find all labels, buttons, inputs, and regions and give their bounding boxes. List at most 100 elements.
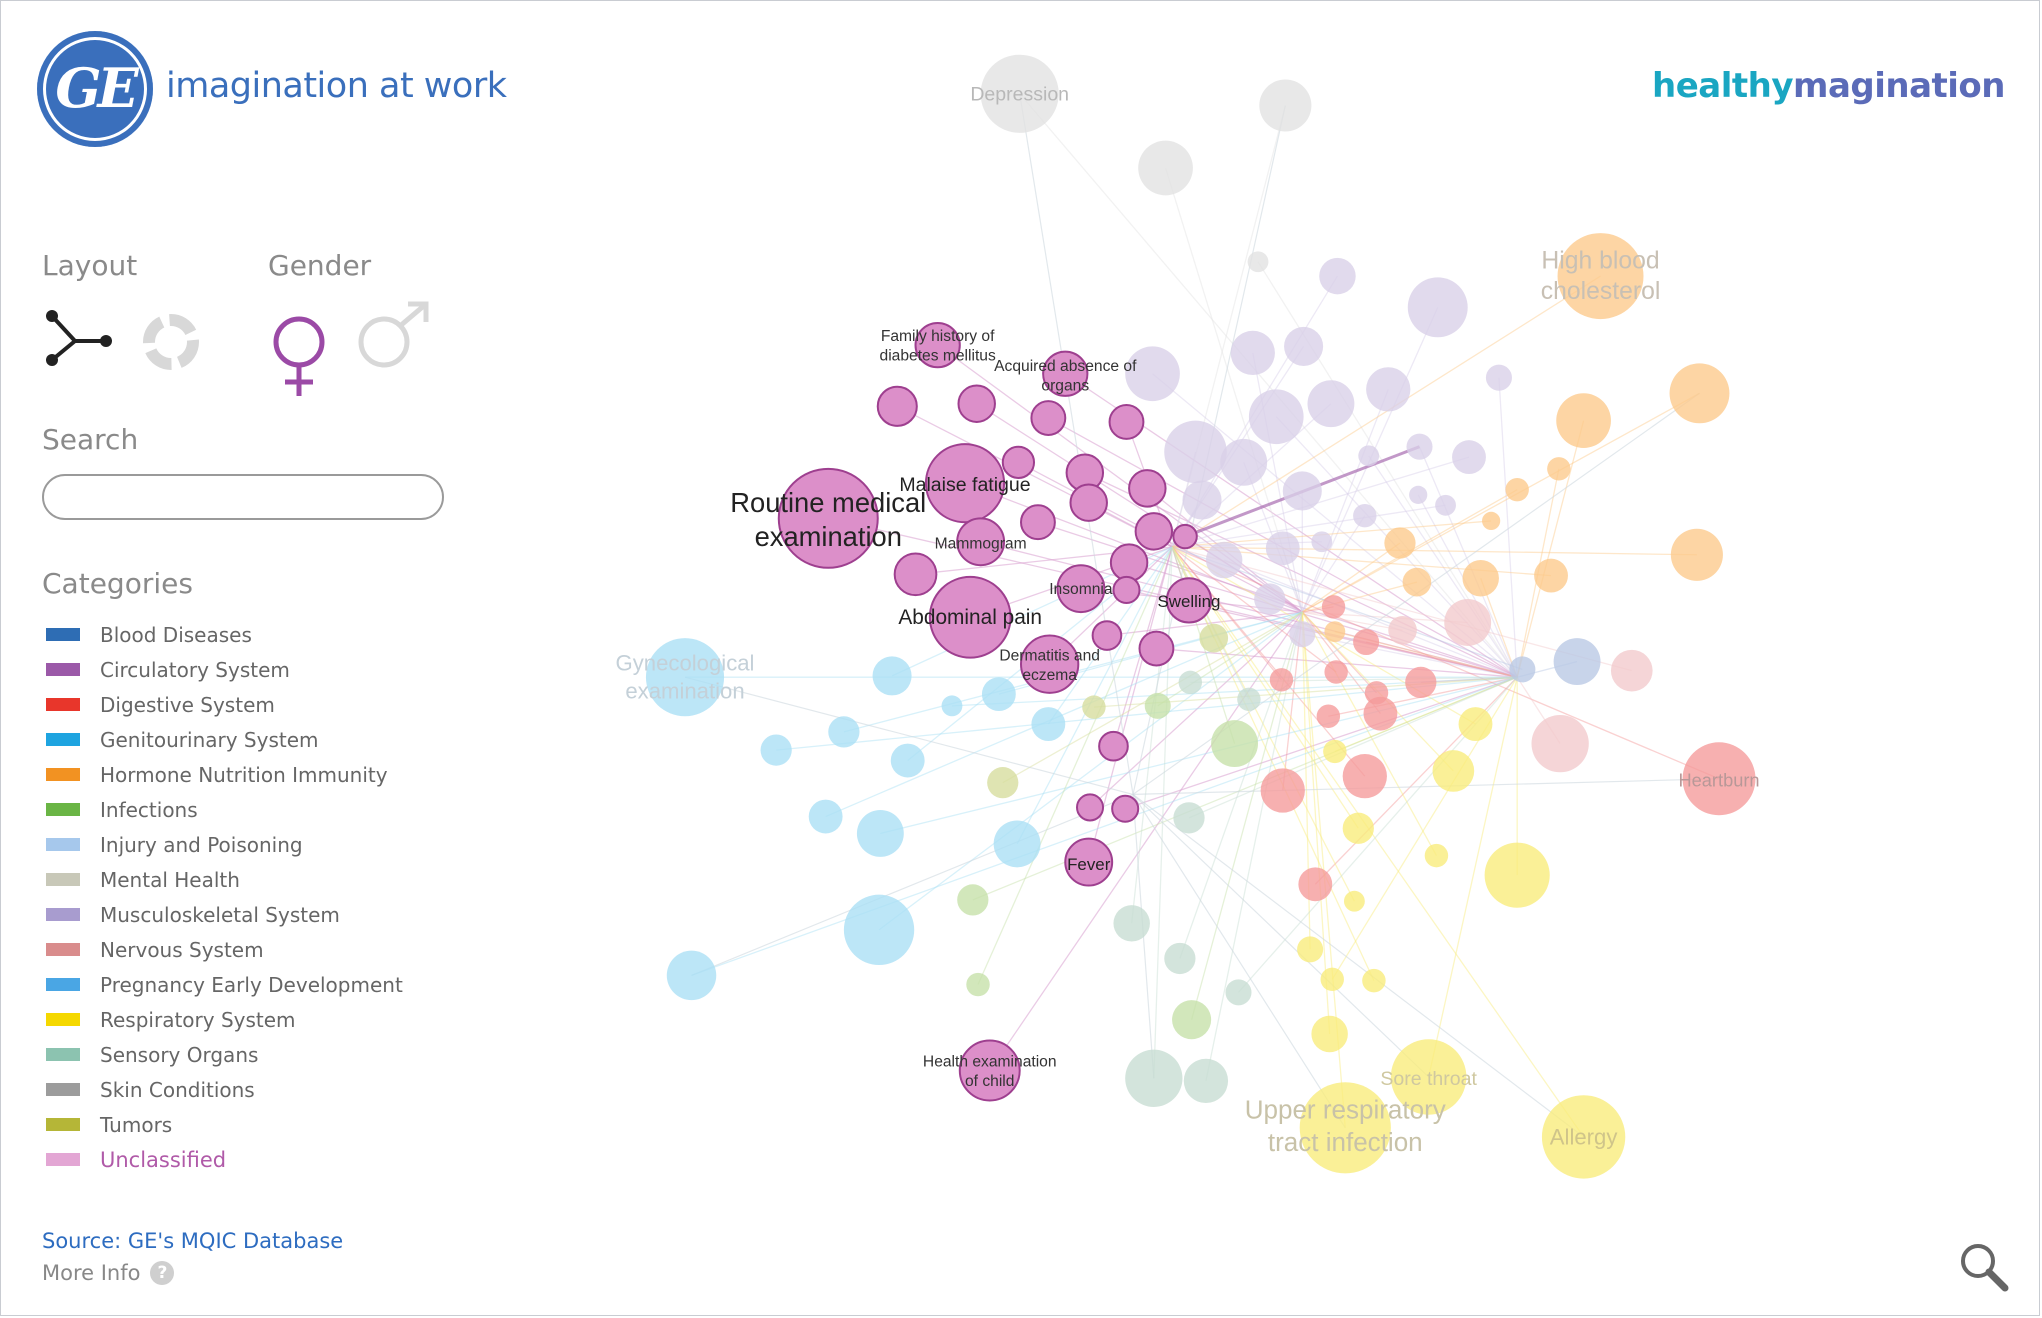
faded-node[interactable]: [828, 716, 860, 748]
faded-node[interactable]: [1183, 1058, 1229, 1104]
legend-item[interactable]: Pregnancy Early Development: [46, 967, 403, 1002]
faded-node[interactable]: [1248, 389, 1304, 445]
faded-node[interactable]: [1125, 1049, 1183, 1107]
faded-node[interactable]: [1265, 531, 1300, 566]
faded-node[interactable]: [1342, 812, 1374, 844]
faded-node[interactable]: [1144, 692, 1171, 719]
faded-node[interactable]: [1299, 1082, 1391, 1174]
faded-node[interactable]: [843, 894, 915, 966]
faded-node[interactable]: [1353, 629, 1380, 656]
faded-node[interactable]: [1182, 480, 1222, 520]
faded-node[interactable]: [1297, 936, 1324, 963]
diagnosis-node[interactable]: [1064, 837, 1114, 887]
faded-node[interactable]: [1164, 942, 1196, 975]
faded-node[interactable]: [1509, 656, 1536, 683]
faded-node[interactable]: [1424, 843, 1449, 868]
legend-item[interactable]: Circulatory System: [46, 652, 403, 687]
faded-node[interactable]: [1406, 433, 1433, 460]
faded-node[interactable]: [808, 799, 843, 834]
faded-node[interactable]: [1282, 471, 1322, 511]
faded-node[interactable]: [1324, 621, 1346, 643]
faded-node[interactable]: [1531, 714, 1589, 773]
diagnosis-node[interactable]: [1165, 577, 1213, 624]
legend-item[interactable]: Sensory Organs: [46, 1037, 403, 1072]
legend-item[interactable]: Musculoskeletal System: [46, 897, 403, 932]
faded-node[interactable]: [1484, 842, 1550, 908]
faded-node[interactable]: [957, 884, 989, 916]
faded-node[interactable]: [1260, 768, 1305, 813]
legend-item[interactable]: Skin Conditions: [46, 1072, 403, 1107]
faded-node[interactable]: [1237, 687, 1261, 712]
faded-node[interactable]: [987, 767, 1019, 799]
faded-node[interactable]: [1409, 485, 1428, 504]
faded-node[interactable]: [1547, 457, 1571, 481]
diagnosis-node[interactable]: [914, 321, 961, 369]
faded-node[interactable]: [980, 54, 1059, 133]
faded-node[interactable]: [1556, 393, 1611, 448]
diagnosis-node[interactable]: [1138, 630, 1175, 667]
faded-node[interactable]: [993, 820, 1041, 868]
diagnosis-node[interactable]: [928, 575, 1012, 659]
diagnosis-node[interactable]: [924, 443, 1006, 524]
faded-node[interactable]: [1324, 660, 1348, 684]
faded-node[interactable]: [1172, 1000, 1212, 1040]
faded-node[interactable]: [1407, 277, 1468, 338]
legend-item[interactable]: Hormone Nutrition Immunity: [46, 757, 403, 792]
diagnosis-node[interactable]: [876, 385, 918, 427]
diagnosis-node[interactable]: [777, 467, 879, 569]
faded-node[interactable]: [645, 638, 725, 717]
faded-node[interactable]: [1405, 666, 1437, 699]
faded-node[interactable]: [1323, 739, 1347, 764]
faded-node[interactable]: [1259, 79, 1312, 132]
legend-item[interactable]: Injury and Poisoning: [46, 827, 403, 862]
faded-node[interactable]: [1390, 1039, 1467, 1115]
radial-layout-icon[interactable]: [140, 311, 202, 373]
diagnosis-node[interactable]: [1069, 483, 1108, 522]
faded-node[interactable]: [1363, 696, 1398, 731]
faded-node[interactable]: [1321, 595, 1346, 619]
faded-node[interactable]: [1353, 503, 1377, 528]
faded-node[interactable]: [1505, 477, 1529, 502]
faded-node[interactable]: [1458, 707, 1493, 742]
diagnosis-node[interactable]: [957, 384, 996, 423]
legend-item-unclassified[interactable]: Unclassified: [46, 1142, 403, 1177]
faded-node[interactable]: [1211, 720, 1259, 768]
diagnosis-node[interactable]: [1128, 469, 1167, 508]
faded-node[interactable]: [1534, 558, 1568, 593]
faded-node[interactable]: [1125, 346, 1180, 402]
faded-node[interactable]: [856, 810, 904, 857]
faded-node[interactable]: [1444, 599, 1492, 646]
faded-node[interactable]: [1284, 326, 1324, 366]
legend-item[interactable]: Genitourinary System: [46, 722, 403, 757]
faded-node[interactable]: [1682, 742, 1756, 816]
faded-node[interactable]: [1358, 445, 1380, 467]
diagnosis-node[interactable]: [1134, 512, 1174, 551]
faded-node[interactable]: [1343, 890, 1365, 912]
faded-node[interactable]: [1199, 623, 1229, 653]
diagnosis-node[interactable]: [1108, 404, 1145, 440]
diagnosis-node[interactable]: [1091, 620, 1123, 651]
faded-node[interactable]: [1342, 754, 1387, 799]
faded-node[interactable]: [1298, 867, 1333, 902]
faded-node[interactable]: [1138, 140, 1193, 196]
faded-node[interactable]: [1311, 531, 1333, 553]
healthymagination-logo[interactable]: healthymagination: [1652, 66, 2005, 106]
diagnosis-node[interactable]: [1111, 794, 1140, 823]
faded-node[interactable]: [1254, 583, 1286, 615]
diagnosis-node[interactable]: [1075, 793, 1105, 822]
diagnosis-node[interactable]: [893, 552, 938, 597]
legend-item[interactable]: Respiratory System: [46, 1002, 403, 1037]
faded-node[interactable]: [1541, 1095, 1626, 1179]
legend-item[interactable]: Infections: [46, 792, 403, 827]
female-icon[interactable]: [268, 308, 330, 398]
search-input[interactable]: [42, 474, 444, 520]
faded-node[interactable]: [1384, 527, 1416, 559]
diagnosis-node[interactable]: [1042, 350, 1089, 397]
male-icon[interactable]: [356, 298, 436, 370]
faded-node[interactable]: [1178, 670, 1203, 695]
faded-node[interactable]: [1269, 668, 1294, 692]
diagnosis-node[interactable]: [1112, 575, 1141, 604]
faded-node[interactable]: [1557, 233, 1644, 320]
faded-node[interactable]: [1311, 1015, 1348, 1053]
legend-item[interactable]: Digestive System: [46, 687, 403, 722]
